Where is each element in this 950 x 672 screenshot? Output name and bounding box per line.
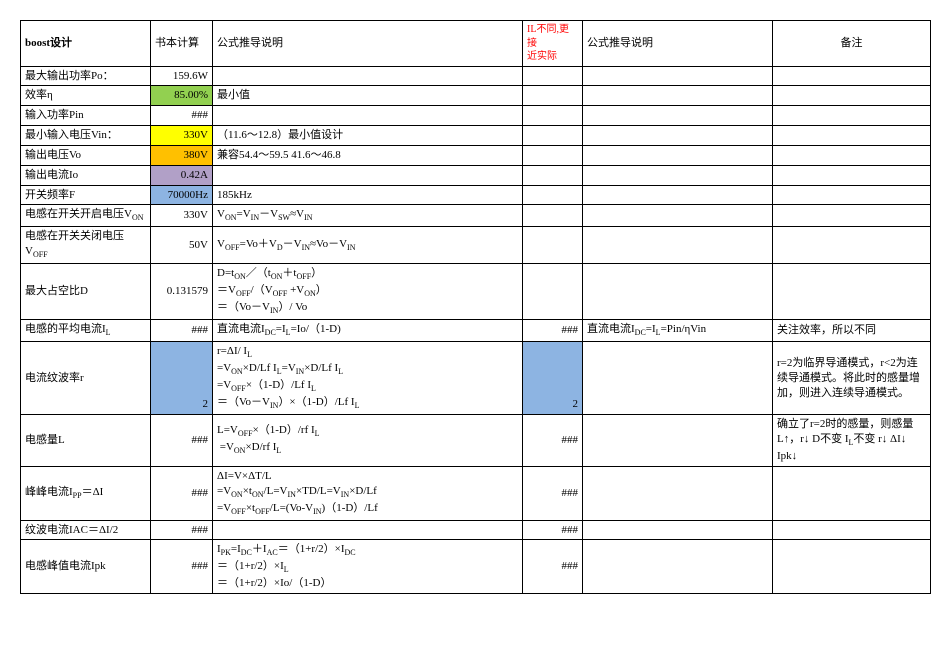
formula-c: L=VOFF×（1-D）/rf IL =VON×D/rf IL (213, 415, 523, 467)
value-d: ### (523, 415, 583, 467)
remark: 关注效率，所以不同 (773, 320, 931, 342)
label: 峰峰电流IPP＝ΔI (21, 466, 151, 520)
formula-c: r=ΔI/ IL=VON×D/Lf IL=VIN×D/Lf IL=VOFF×（1… (213, 342, 523, 415)
note: 兼容54.4～59.5 41.6～46.8 (213, 145, 523, 165)
header-row: boost设计 书本计算 公式推导说明 IL不同,更接近实际 公式推导说明 备注 (21, 21, 931, 67)
value-d: ### (523, 320, 583, 342)
formula: VOFF=Vo＋VD－VIN≈Vo－VIN (213, 227, 523, 264)
row-ipp: 峰峰电流IPP＝ΔI ### ΔI=V×ΔT/L=VON×tON/L=VIN×T… (21, 466, 931, 520)
formula-c: ΔI=V×ΔT/L=VON×tON/L=VIN×TD/L=VIN×D/Lf=VO… (213, 466, 523, 520)
value: ### (151, 106, 213, 126)
label: 最大输出功率Po： (21, 66, 151, 86)
row-voff: 电感在开关关闭电压VOFF 50V VOFF=Vo＋VD－VIN≈Vo－VIN (21, 227, 931, 264)
label: 输入功率Pin (21, 106, 151, 126)
row-L: 电感量L ### L=VOFF×（1-D）/rf IL =VON×D/rf IL… (21, 415, 931, 467)
remark: 确立了r=2时的感量，则感量L↑，r↓ D不变 IL不变 r↓ ΔI↓ Ipk↓ (773, 415, 931, 467)
value-d: ### (523, 520, 583, 540)
row-d: 最大占空比D 0.131579 D=tON／（tON＋tOFF）＝VOFF/（V… (21, 264, 931, 320)
value: 330V (151, 126, 213, 146)
value: 2 (151, 342, 213, 415)
row-ipk: 电感峰值电流Ipk ### IPK=IDC＋IAC＝（1+r/2）×IDC＝（1… (21, 540, 931, 594)
value: 50V (151, 227, 213, 264)
row-vin: 最小输入电压Vin： 330V （11.6～12.8）最小值设计 (21, 126, 931, 146)
label: 最小输入电压Vin： (21, 126, 151, 146)
value: 330V (151, 205, 213, 227)
hdr-formula-1: 公式推导说明 (213, 21, 523, 67)
row-r: 电流纹波率r 2 r=ΔI/ IL=VON×D/Lf IL=VIN×D/Lf I… (21, 342, 931, 415)
row-f: 开关频率F 70000Hz 185kHz (21, 185, 931, 205)
formula-c: 直流电流IDC=IL=Io/（1-D) (213, 320, 523, 342)
hdr-remark: 备注 (773, 21, 931, 67)
value: ### (151, 466, 213, 520)
value: 159.6W (151, 66, 213, 86)
label: 纹波电流IAC＝ΔI/2 (21, 520, 151, 540)
hdr-formula-2: 公式推导说明 (583, 21, 773, 67)
hdr-book-calc: 书本计算 (151, 21, 213, 67)
note: 最小值 (213, 86, 523, 106)
formula-e: 直流电流IDC=IL=Pin/ηVin (583, 320, 773, 342)
row-eta: 效率η 85.00% 最小值 (21, 86, 931, 106)
label: 电感量L (21, 415, 151, 467)
value: 85.00% (151, 86, 213, 106)
label: 电感在开关开启电压VON (21, 205, 151, 227)
boost-design-table: boost设计 书本计算 公式推导说明 IL不同,更接近实际 公式推导说明 备注… (20, 20, 931, 594)
row-iac: 纹波电流IAC＝ΔI/2 ### ### (21, 520, 931, 540)
value: 0.42A (151, 165, 213, 185)
title-cell: boost设计 (21, 21, 151, 67)
value: 70000Hz (151, 185, 213, 205)
formula: D=tON／（tON＋tOFF）＝VOFF/（VOFF +VON）＝（Vo－VI… (213, 264, 523, 320)
row-von: 电感在开关开启电压VON 330V VON=VIN－VSW≈VIN (21, 205, 931, 227)
value: ### (151, 540, 213, 594)
row-po: 最大输出功率Po： 159.6W (21, 66, 931, 86)
formula: VON=VIN－VSW≈VIN (213, 205, 523, 227)
value: ### (151, 415, 213, 467)
row-pin: 输入功率Pin ### (21, 106, 931, 126)
hdr-il-diff: IL不同,更接近实际 (523, 21, 583, 67)
note: （11.6～12.8）最小值设计 (213, 126, 523, 146)
label: 输出电压Vo (21, 145, 151, 165)
value: ### (151, 320, 213, 342)
remark: r=2为临界导通模式，r<2为连续导通模式。将此时的感量增加，则进入连续导通模式… (773, 342, 931, 415)
value: ### (151, 520, 213, 540)
label: 电流纹波率r (21, 342, 151, 415)
note: 185kHz (213, 185, 523, 205)
label: 电感峰值电流Ipk (21, 540, 151, 594)
value: 380V (151, 145, 213, 165)
label: 最大占空比D (21, 264, 151, 320)
label: 开关频率F (21, 185, 151, 205)
row-vo: 输出电压Vo 380V 兼容54.4～59.5 41.6～46.8 (21, 145, 931, 165)
label: 效率η (21, 86, 151, 106)
value: 0.131579 (151, 264, 213, 320)
row-io: 输出电流Io 0.42A (21, 165, 931, 185)
row-il: 电感的平均电流IL ### 直流电流IDC=IL=Io/（1-D) ### 直流… (21, 320, 931, 342)
label: 输出电流Io (21, 165, 151, 185)
value-d: ### (523, 466, 583, 520)
formula-c: IPK=IDC＋IAC＝（1+r/2）×IDC＝（1+r/2）×IL＝（1+r/… (213, 540, 523, 594)
value-d: 2 (523, 342, 583, 415)
label: 电感在开关关闭电压VOFF (21, 227, 151, 264)
label: 电感的平均电流IL (21, 320, 151, 342)
value-d: ### (523, 540, 583, 594)
